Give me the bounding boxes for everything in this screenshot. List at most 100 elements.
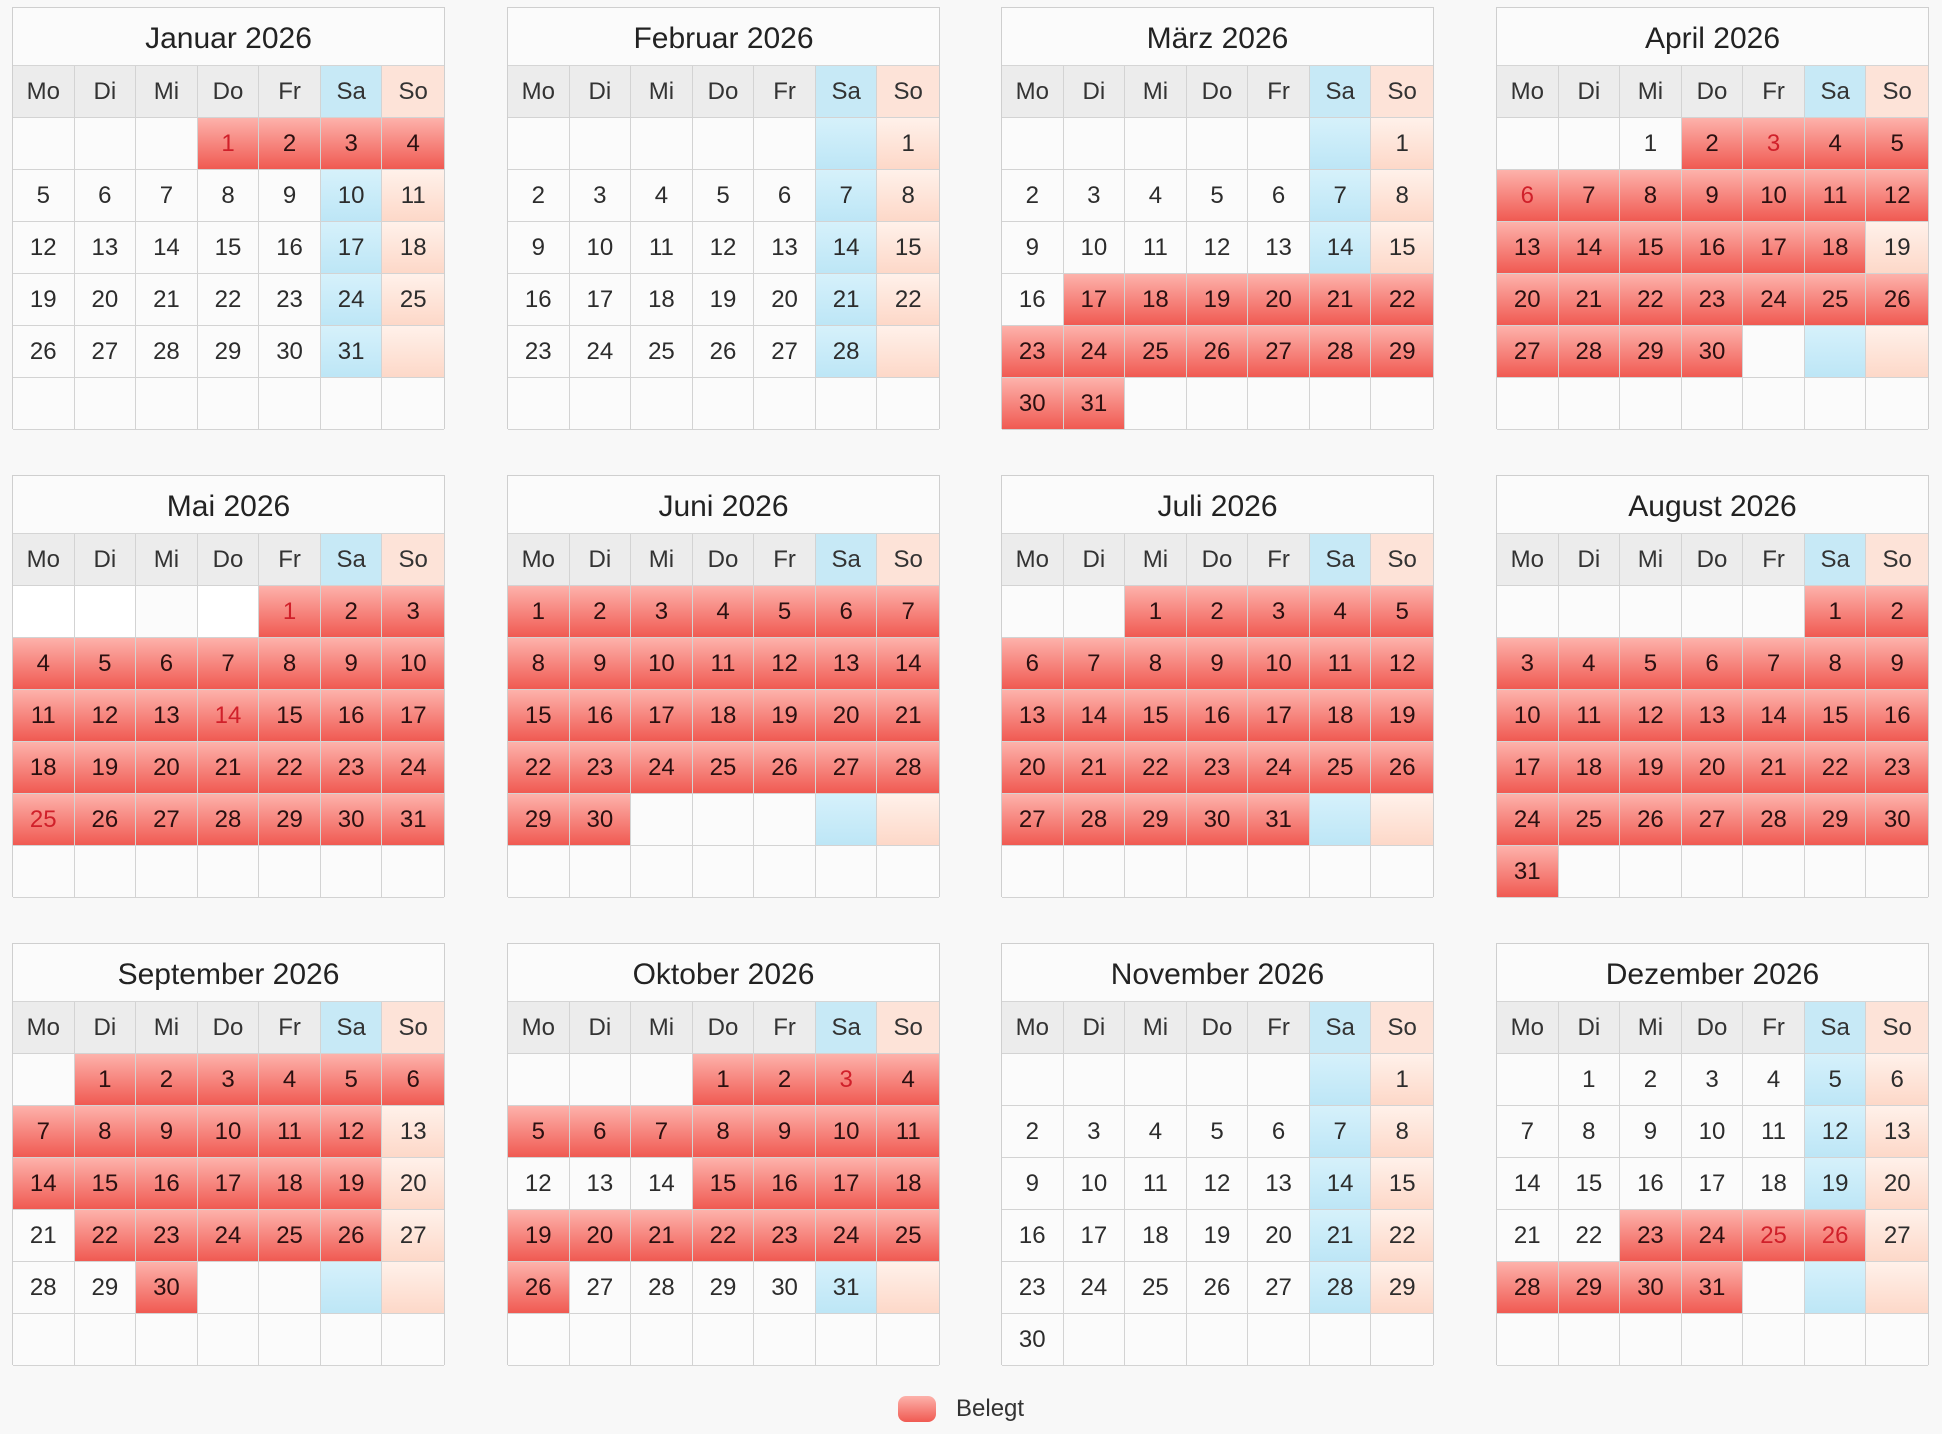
booked-day-cell[interactable]: 28 <box>1558 326 1621 378</box>
booked-day-cell[interactable]: 23 <box>136 1210 198 1262</box>
booked-day-cell[interactable]: 30 <box>569 794 632 846</box>
day-cell[interactable]: 12 <box>692 222 755 274</box>
booked-day-cell[interactable]: 22 <box>508 742 570 794</box>
day-cell[interactable]: 25 <box>1125 1262 1187 1314</box>
booked-day-cell[interactable]: 22 <box>1125 742 1187 794</box>
booked-day-cell[interactable]: 23 <box>569 742 632 794</box>
booked-day-cell[interactable]: 5 <box>1620 638 1682 690</box>
day-cell[interactable]: 13 <box>569 1158 632 1210</box>
day-cell[interactable]: 27 <box>1866 1210 1928 1262</box>
booked-day-cell[interactable]: 12 <box>754 638 816 690</box>
day-cell[interactable]: 3 <box>1681 1054 1744 1106</box>
booked-day-cell[interactable]: 2 <box>569 586 632 638</box>
booked-day-cell[interactable]: 19 <box>74 742 137 794</box>
booked-day-cell[interactable]: 16 <box>136 1158 198 1210</box>
booked-day-cell[interactable]: 14 <box>1743 690 1805 742</box>
day-cell[interactable]: 26 <box>692 326 755 378</box>
booked-day-cell[interactable]: 17 <box>1497 742 1559 794</box>
booked-day-cell[interactable]: 1 <box>1125 586 1187 638</box>
booked-day-cell[interactable]: 9 <box>1186 638 1249 690</box>
booked-day-cell[interactable]: 6 <box>569 1106 632 1158</box>
booked-day-cell[interactable]: 4 <box>259 1054 321 1106</box>
day-cell[interactable]: 22 <box>877 274 939 326</box>
day-cell[interactable]: 20 <box>1248 1210 1310 1262</box>
day-cell[interactable]: 6 <box>74 170 137 222</box>
day-cell[interactable]: 1 <box>1371 1054 1433 1106</box>
booked-day-cell[interactable]: 26 <box>1804 1210 1867 1262</box>
booked-day-cell[interactable]: 27 <box>1248 326 1310 378</box>
day-cell[interactable]: 6 <box>1248 170 1310 222</box>
booked-day-cell[interactable]: 9 <box>320 638 383 690</box>
day-cell[interactable]: 22 <box>197 274 260 326</box>
booked-day-cell[interactable]: 10 <box>1743 170 1805 222</box>
booked-day-cell[interactable]: 18 <box>1125 274 1187 326</box>
day-cell[interactable]: 12 <box>1804 1106 1867 1158</box>
booked-day-cell[interactable]: 10 <box>382 638 444 690</box>
booked-day-cell[interactable]: 2 <box>259 118 321 170</box>
booked-day-cell[interactable]: 11 <box>1309 638 1372 690</box>
booked-day-cell[interactable]: 6 <box>382 1054 444 1106</box>
booked-day-cell[interactable]: 19 <box>754 690 816 742</box>
booked-day-cell[interactable]: 1 <box>74 1054 137 1106</box>
day-cell[interactable]: 7 <box>1309 170 1372 222</box>
booked-day-cell[interactable]: 17 <box>1063 274 1126 326</box>
booked-day-cell[interactable]: 3 <box>320 118 383 170</box>
booked-day-cell[interactable]: 1 <box>1804 586 1867 638</box>
booked-day-cell[interactable]: 7 <box>1558 170 1621 222</box>
booked-day-cell[interactable]: 13 <box>1681 690 1744 742</box>
booked-day-cell[interactable]: 31 <box>1497 846 1559 898</box>
day-cell[interactable]: 5 <box>1804 1054 1867 1106</box>
day-cell[interactable]: 13 <box>1248 1158 1310 1210</box>
day-cell[interactable]: 2 <box>1620 1054 1682 1106</box>
booked-day-cell[interactable]: 30 <box>1002 378 1064 430</box>
booked-day-cell[interactable]: 3 <box>815 1054 878 1106</box>
day-cell[interactable]: 9 <box>508 222 570 274</box>
booked-day-cell[interactable]: 19 <box>320 1158 383 1210</box>
day-cell[interactable]: 19 <box>1866 222 1928 274</box>
day-cell[interactable]: 12 <box>508 1158 570 1210</box>
day-cell[interactable]: 23 <box>508 326 570 378</box>
day-cell[interactable]: 16 <box>1002 274 1064 326</box>
booked-day-cell[interactable]: 2 <box>320 586 383 638</box>
booked-day-cell[interactable]: 14 <box>877 638 939 690</box>
booked-day-cell[interactable]: 26 <box>74 794 137 846</box>
day-cell[interactable]: 2 <box>1002 170 1064 222</box>
booked-day-cell[interactable]: 23 <box>754 1210 816 1262</box>
day-cell[interactable]: 11 <box>1743 1106 1805 1158</box>
booked-day-cell[interactable]: 10 <box>631 638 693 690</box>
day-cell[interactable]: 28 <box>136 326 198 378</box>
day-cell[interactable]: 10 <box>1681 1106 1744 1158</box>
booked-day-cell[interactable]: 29 <box>1558 1262 1621 1314</box>
booked-day-cell[interactable]: 31 <box>1063 378 1126 430</box>
day-cell[interactable]: 27 <box>382 1210 444 1262</box>
day-cell[interactable]: 16 <box>259 222 321 274</box>
booked-day-cell[interactable]: 24 <box>197 1210 260 1262</box>
booked-day-cell[interactable]: 16 <box>1186 690 1249 742</box>
booked-day-cell[interactable]: 10 <box>1497 690 1559 742</box>
booked-day-cell[interactable]: 30 <box>1186 794 1249 846</box>
booked-day-cell[interactable]: 21 <box>631 1210 693 1262</box>
booked-day-cell[interactable]: 19 <box>1186 274 1249 326</box>
booked-day-cell[interactable]: 6 <box>1002 638 1064 690</box>
booked-day-cell[interactable]: 12 <box>74 690 137 742</box>
day-cell[interactable]: 15 <box>877 222 939 274</box>
booked-day-cell[interactable]: 27 <box>1002 794 1064 846</box>
day-cell[interactable]: 10 <box>320 170 383 222</box>
day-cell[interactable]: 28 <box>13 1262 75 1314</box>
day-cell[interactable]: 19 <box>1186 1210 1249 1262</box>
booked-day-cell[interactable]: 9 <box>1681 170 1744 222</box>
booked-day-cell[interactable]: 28 <box>1497 1262 1559 1314</box>
booked-day-cell[interactable]: 3 <box>1497 638 1559 690</box>
day-cell[interactable]: 7 <box>1309 1106 1372 1158</box>
booked-day-cell[interactable]: 4 <box>382 118 444 170</box>
day-cell[interactable]: 20 <box>74 274 137 326</box>
day-cell[interactable]: 30 <box>754 1262 816 1314</box>
booked-day-cell[interactable]: 23 <box>320 742 383 794</box>
booked-day-cell[interactable]: 7 <box>877 586 939 638</box>
day-cell[interactable]: 29 <box>692 1262 755 1314</box>
booked-day-cell[interactable]: 13 <box>815 638 878 690</box>
day-cell[interactable]: 11 <box>1125 1158 1187 1210</box>
booked-day-cell[interactable]: 25 <box>877 1210 939 1262</box>
booked-day-cell[interactable]: 3 <box>631 586 693 638</box>
booked-day-cell[interactable]: 8 <box>692 1106 755 1158</box>
